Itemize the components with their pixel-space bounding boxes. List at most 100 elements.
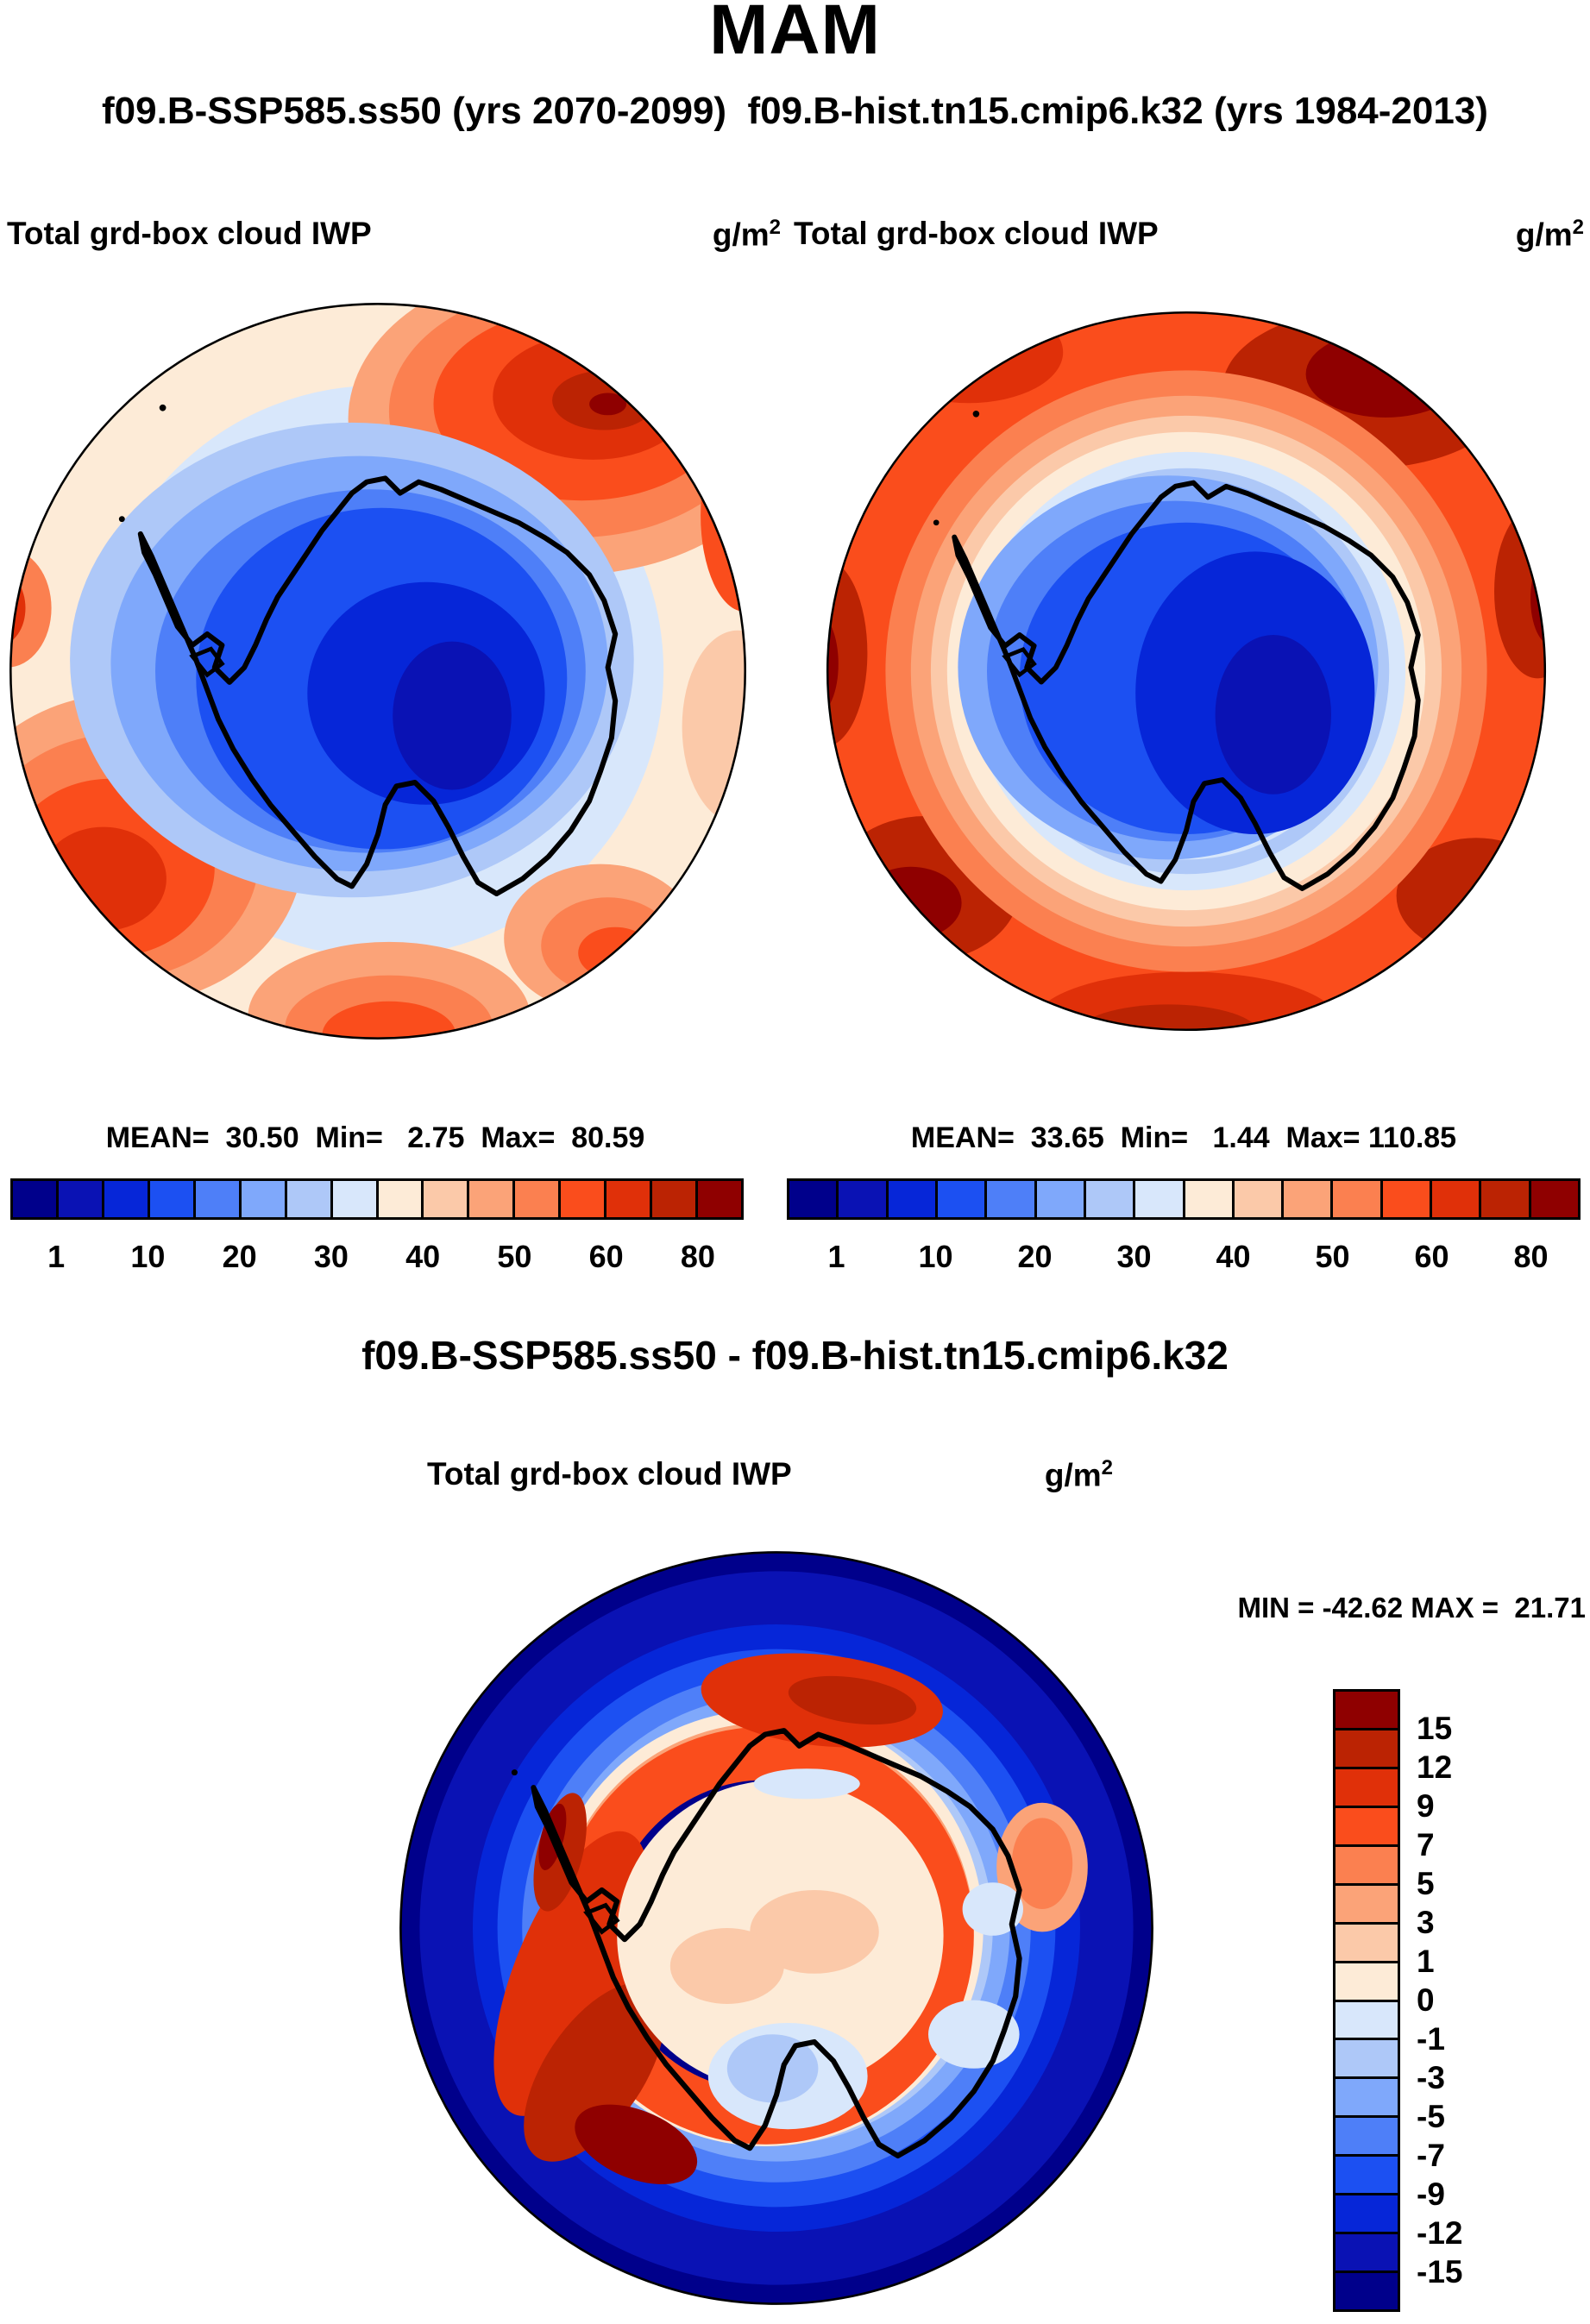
colorbar-cell [789,1181,839,1217]
colorbar-tick-label: 15 [1417,1711,1453,1746]
colorbar-tick-label: -5 [1417,2099,1445,2134]
map-ssp585 [7,300,749,1042]
map-hist-svg [826,311,1547,1032]
units-base: g/m [712,217,770,253]
diff-header: Total grd-box cloud IWP g/m2 [427,1456,1113,1493]
colorbar-cell [888,1181,938,1217]
colorbar-cell [1382,1181,1433,1217]
units-base: g/m [1044,1457,1102,1493]
colorbar-cell [1333,1181,1383,1217]
colorbar-diff-ticks: 15 12 9 7 5 3 1 0 -1 -3 -5 -7 -9 -12 -15 [1417,1709,1462,2291]
panel-ssp585-units: g/m2 [713,216,781,253]
map-hist [824,309,1549,1033]
colorbar-tick-label: 40 [405,1239,441,1274]
colorbar-tick-label: 3 [1417,1905,1435,1940]
colorbar-ssp585 [10,1178,744,1220]
antarctica-coastline [137,475,619,897]
colorbar-tick-label: 1 [1417,1944,1435,1979]
colorbar-tick-label: 10 [130,1239,166,1274]
colorbar-cell [1036,1181,1086,1217]
colorbar-cell [1335,1924,1398,1963]
colorbar-cell [839,1181,889,1217]
island-mark [933,519,940,526]
colorbar-cell [1335,2195,1398,2235]
map-diff [397,1548,1156,2308]
colorbar-cell [1335,2001,1398,2041]
colorbar-tick-label: 50 [1315,1239,1350,1274]
colorbar-cell [378,1181,424,1217]
colorbar-tick-label: 50 [497,1239,532,1274]
colorbar-tick-label: 9 [1417,1788,1435,1824]
colorbar-cell [1335,2079,1398,2119]
figure-subtitle: f09.B-SSP585.ss50 (yrs 2070-2099) f09.B-… [102,90,1488,132]
colorbar-tick-label: 1 [47,1239,66,1274]
colorbar-tick-label: -15 [1417,2254,1463,2289]
diff-units: g/m2 [1045,1456,1113,1493]
diff-title: f09.B-SSP585.ss50 - f09.B-hist.tn15.cmip… [361,1333,1229,1378]
colorbar-tick-label: -12 [1417,2215,1463,2251]
colorbar-cell [1335,2157,1398,2196]
colorbar-tick-label: 80 [680,1239,715,1274]
colorbar-cell [58,1181,104,1217]
colorbar-cell [104,1181,150,1217]
colorbar-tick-label: 1 [827,1239,845,1274]
island-mark [511,1769,518,1776]
units-exponent: 2 [1572,216,1584,239]
island-mark [972,411,980,418]
colorbar-tick-label: -3 [1417,2060,1445,2095]
colorbar-cell [1335,1807,1398,1847]
colorbar-tick-label: 60 [588,1239,624,1274]
colorbar-tick-label: 20 [222,1239,257,1274]
colorbar-cell [1481,1181,1531,1217]
colorbar-cell [1335,1768,1398,1808]
colorbar-cell [286,1181,333,1217]
colorbar-tick-label: 7 [1417,1827,1435,1862]
colorbar-tick-label: 5 [1417,1866,1435,1901]
colorbar-cell [424,1181,470,1217]
colorbar-tick-label: 30 [1116,1239,1152,1274]
antarctica-coastline [531,1728,1022,2159]
antarctica-coastline [952,480,1421,891]
colorbar-cell [469,1181,516,1217]
colorbar-cell [1530,1181,1578,1217]
colorbar-hist [787,1178,1581,1220]
colorbar-tick-label: -9 [1417,2176,1445,2212]
colorbar-cell [1335,1846,1398,1886]
ice-shelf-outline [583,1902,620,1935]
diff-minmax: MIN = -42.62 MAX = 21.71 [1237,1592,1586,1624]
colorbar-cell [195,1181,242,1217]
colorbar-cell [13,1181,59,1217]
colorbar-cell [561,1181,607,1217]
units-exponent: 2 [1101,1456,1113,1479]
colorbar-cell [149,1181,196,1217]
colorbar-tick-label: -7 [1417,2138,1445,2173]
colorbar-tick-label: 0 [1417,1982,1435,2018]
island-mark [159,404,167,411]
colorbar-cell [1335,2118,1398,2158]
island-mark [118,516,125,523]
colorbar-cell [1335,2040,1398,2080]
colorbar-cell [1234,1181,1285,1217]
colorbar-hist-ticks: 1 10 20 30 40 50 60 80 [787,1239,1581,1275]
colorbar-cell [606,1181,653,1217]
colorbar-cell [987,1181,1037,1217]
colorbar-cell [652,1181,699,1217]
colorbar-tick-label: 20 [1017,1239,1053,1274]
panel-hist-header: Total grd-box cloud IWP g/m2 [794,216,1584,253]
colorbar-cell [1335,2273,1398,2309]
diff-var-label: Total grd-box cloud IWP [427,1456,792,1492]
units-base: g/m [1515,217,1573,253]
ice-shelf-outline [1002,646,1037,678]
colorbar-diff [1333,1689,1400,2312]
colorbar-tick-label: 40 [1216,1239,1251,1274]
colorbar-cell [241,1181,287,1217]
colorbar-ssp585-ticks: 1 10 20 30 40 50 60 80 [10,1239,744,1275]
colorbar-tick-label: 80 [1513,1239,1549,1274]
panel-hist-var-label: Total grd-box cloud IWP [794,216,1159,251]
colorbar-cell [1284,1181,1334,1217]
colorbar-cell [937,1181,988,1217]
panel-hist-units: g/m2 [1516,216,1584,253]
ice-shelf-outline [189,646,225,678]
colorbar-tick-label: 10 [918,1239,953,1274]
figure-title: MAM [709,0,881,69]
